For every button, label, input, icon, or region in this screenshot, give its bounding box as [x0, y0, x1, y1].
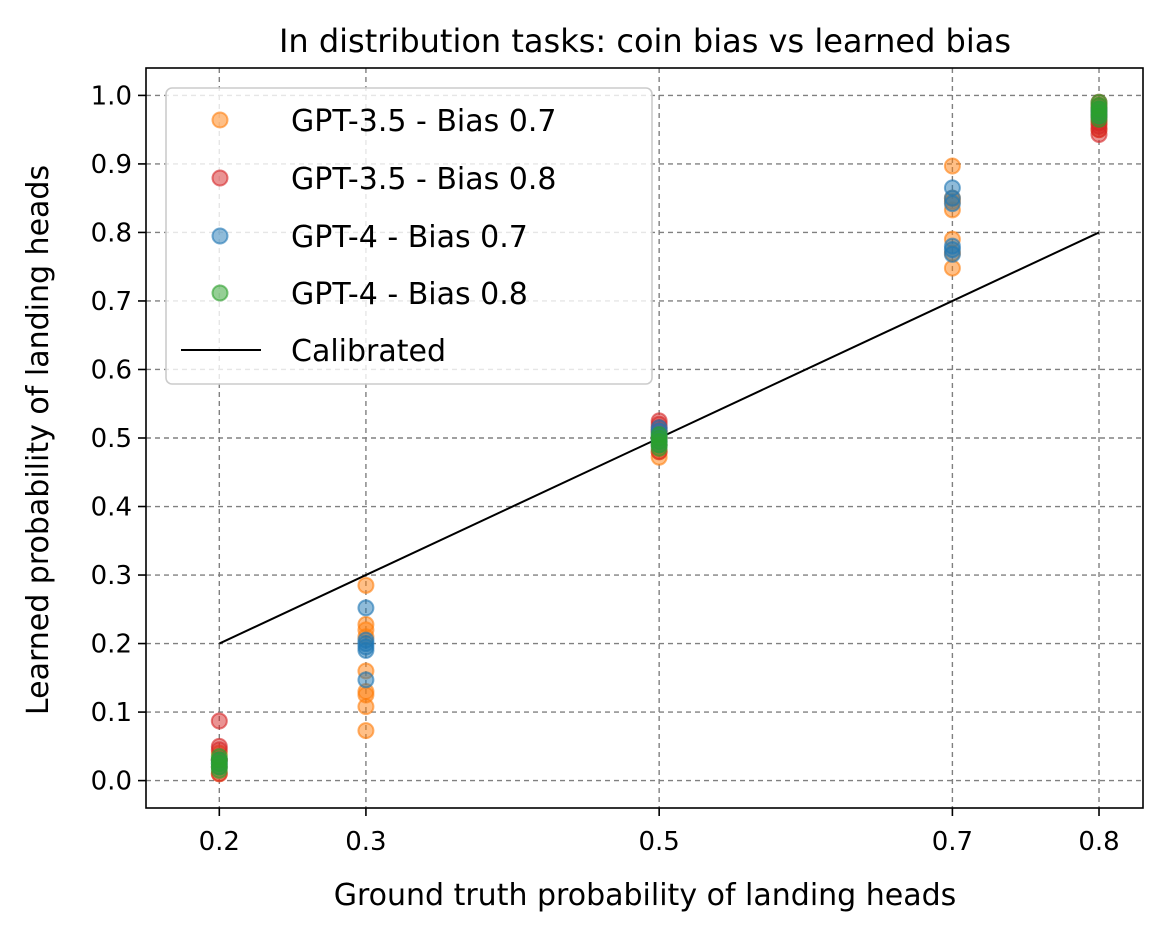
y-tick-label: 0.2: [91, 630, 132, 660]
x-tick-label: 0.2: [199, 827, 240, 857]
data-points: [210, 93, 1108, 783]
data-point: [357, 599, 375, 617]
y-tick-label: 0.0: [91, 767, 132, 797]
data-point: [357, 631, 375, 649]
chart-title: In distribution tasks: coin bias vs lear…: [279, 22, 1011, 60]
x-tick-label: 0.3: [345, 827, 386, 857]
x-tick-label: 0.5: [638, 827, 679, 857]
y-tick-label: 0.4: [91, 493, 132, 523]
x-tick-label: 0.7: [932, 827, 973, 857]
data-point: [1090, 93, 1108, 111]
legend-box: [165, 87, 653, 385]
y-tick-label: 0.5: [91, 424, 132, 454]
y-tick-label: 1.0: [91, 81, 132, 111]
legend-marker: [211, 227, 229, 245]
data-point: [357, 722, 375, 740]
legend: GPT-3.5 - Bias 0.7 GPT-3.5 - Bias 0.8 GPT-…: [165, 87, 653, 385]
data-point: [943, 179, 961, 197]
data-point: [357, 576, 375, 594]
legend-marker: [211, 111, 229, 129]
axis-ticks: 0.2 0.3 0.5 0.7 0.8 0.0 0.1 0.2 0.3 0.4 0.5 0.6 0.7 0…: [91, 81, 1120, 857]
x-axis-label: Ground truth probability of landing head…: [334, 878, 957, 913]
data-point: [943, 157, 961, 175]
legend-label: GPT-3.5 - Bias 0.8: [291, 162, 557, 197]
legend-marker: [211, 284, 229, 302]
legend-label: Calibrated: [291, 334, 446, 369]
y-tick-label: 0.6: [91, 355, 132, 385]
y-tick-label: 0.1: [91, 698, 132, 728]
legend-label: GPT-4 - Bias 0.7: [291, 220, 528, 255]
data-point: [210, 748, 228, 766]
x-tick-label: 0.8: [1078, 827, 1119, 857]
legend-marker: [211, 169, 229, 187]
y-axis-label: Learned probability of landing heads: [21, 165, 56, 715]
data-point: [357, 671, 375, 689]
y-tick-label: 0.7: [91, 287, 132, 317]
data-point: [650, 426, 668, 444]
data-point: [357, 615, 375, 633]
legend-label: GPT-4 - Bias 0.8: [291, 277, 528, 312]
y-tick-label: 0.3: [91, 561, 132, 591]
data-point: [210, 712, 228, 730]
y-tick-label: 0.8: [91, 218, 132, 248]
series-gpt-4-bias-0-8: [210, 93, 1108, 779]
y-tick-label: 0.9: [91, 150, 132, 180]
legend-label: GPT-3.5 - Bias 0.7: [291, 104, 557, 139]
data-point: [943, 237, 961, 255]
